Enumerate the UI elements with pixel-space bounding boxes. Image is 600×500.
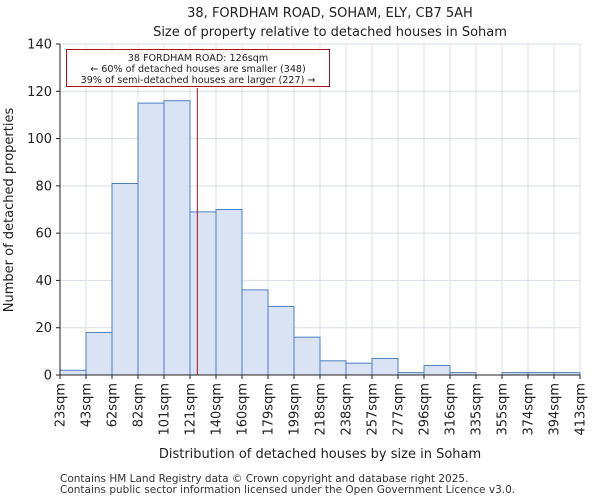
x-tick-label: 140sqm [210,383,225,436]
x-tick-label: 218sqm [314,383,329,436]
y-tick-label: 0 [44,369,52,384]
x-tick-label: 277sqm [392,383,407,436]
x-tick-label: 43sqm [80,383,95,427]
y-tick-label: 100 [27,132,52,147]
bar [111,182,139,376]
bar [163,100,191,376]
bar [85,331,113,376]
x-tick-label: 23sqm [54,383,69,427]
x-tick-label: 374sqm [522,383,537,436]
x-axis-label: Distribution of detached houses by size … [159,447,481,462]
annotation-line-2: ← 60% of detached houses are smaller (34… [90,64,306,75]
bar [319,360,347,376]
x-tick-label: 335sqm [470,383,485,436]
x-tick-label: 394sqm [548,383,563,436]
bar [59,369,87,376]
y-tick-labels: 0 20 40 60 80 100 120 140 [27,38,52,384]
y-tick-label: 40 [35,274,52,289]
x-tick-label: 179sqm [262,383,277,436]
axes [56,43,581,379]
annotation-box: 38 FORDHAM ROAD: 126sqm ← 60% of detache… [66,49,330,87]
bar [241,289,269,376]
footer-licence: Contains public sector information licen… [60,484,516,496]
bar [423,365,451,376]
bar [189,211,217,376]
bar [215,209,243,376]
annotation-line-1: 38 FORDHAM ROAD: 126sqm [127,53,269,64]
x-tick-labels: 23sqm 43sqm 62sqm 82sqm 101sqm 121sqm 140sqm 16… [54,383,589,436]
bars [59,100,581,376]
bar [137,102,165,376]
x-tick-label: 296sqm [418,383,433,436]
y-tick-label: 140 [27,38,52,53]
bar [267,305,295,376]
bar [345,362,373,376]
x-tick-label: 316sqm [444,383,459,436]
x-tick-label: 101sqm [158,383,173,436]
bar [293,336,321,376]
y-tick-label: 20 [35,321,52,336]
y-tick-label: 80 [35,179,52,194]
x-tick-label: 413sqm [574,383,589,436]
x-tick-label: 82sqm [132,383,147,427]
x-tick-label: 160sqm [236,383,251,436]
footer-copyright: Contains HM Land Registry data © Crown c… [60,473,469,485]
x-tick-label: 62sqm [106,383,121,427]
bar [371,357,399,376]
x-tick-label: 199sqm [288,383,303,436]
y-tick-label: 60 [35,227,52,242]
annotation-line-3: 39% of semi-detached houses are larger (… [80,75,316,86]
x-tick-label: 121sqm [184,383,199,436]
y-axis-label: Number of detached properties [2,108,17,313]
x-tick-label: 355sqm [496,383,511,436]
x-tick-label: 257sqm [366,383,381,436]
chart-title: 38, FORDHAM ROAD, SOHAM, ELY, CB7 5AH [187,6,473,21]
x-tick-label: 238sqm [340,383,355,436]
y-tick-label: 120 [27,85,52,100]
chart-subtitle: Size of property relative to detached ho… [153,25,507,40]
